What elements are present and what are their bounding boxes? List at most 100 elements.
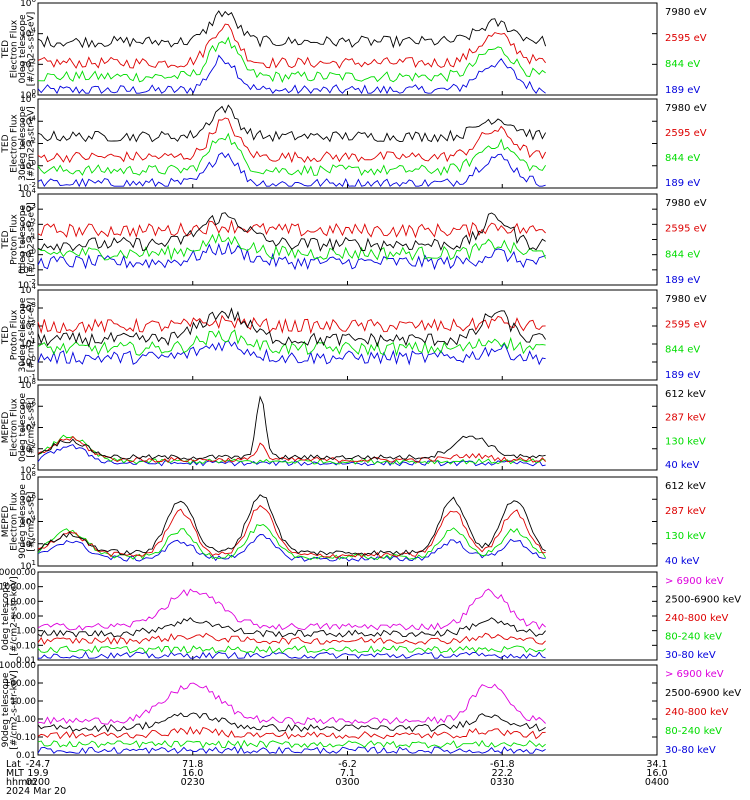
ytick-label: 10-2 bbox=[18, 278, 36, 291]
ytick-label: 106 bbox=[20, 492, 36, 505]
ylabel-line: [#/cm2-s-str-keV] bbox=[10, 576, 20, 655]
ytick-label: 100.00 bbox=[5, 597, 37, 607]
ytick-label: 100 bbox=[20, 88, 36, 101]
legend-entry: 844 eV bbox=[665, 153, 700, 164]
ytick-label: 103 bbox=[20, 202, 36, 215]
legend-entry: 287 keV bbox=[665, 413, 706, 424]
series-line bbox=[37, 23, 546, 69]
legend-entry: 2595 eV bbox=[665, 319, 707, 330]
footer-value: 16.0 bbox=[646, 768, 667, 779]
series-line bbox=[37, 307, 546, 348]
footer-value: -24.7 bbox=[26, 759, 51, 770]
legend-entry: 612 keV bbox=[665, 389, 706, 400]
legend-entry: 80-240 keV bbox=[665, 726, 722, 737]
series-line bbox=[37, 588, 546, 631]
legend-entry: 189 eV bbox=[665, 178, 700, 189]
series-line bbox=[37, 212, 546, 252]
ytick-label: 100.00 bbox=[5, 679, 37, 689]
series-line bbox=[37, 739, 546, 749]
ytick-label: 102 bbox=[20, 137, 36, 150]
footer-value: 7.1 bbox=[340, 768, 355, 779]
footer-value: 0330 bbox=[490, 777, 514, 788]
ylabel-line: 0deg telescope bbox=[18, 205, 28, 275]
ytick-label: 104 bbox=[20, 187, 36, 200]
series-line bbox=[37, 444, 546, 467]
ytick-label: 1.00 bbox=[16, 627, 36, 637]
footer-value: 71.8 bbox=[182, 759, 203, 770]
panel-frame bbox=[37, 571, 658, 661]
ytick-label: 10-1 bbox=[18, 373, 36, 386]
ytick-label: 103 bbox=[20, 301, 36, 314]
ylabel-line: [#/cm2-s-str] bbox=[27, 397, 37, 457]
ytick-label: 100 bbox=[20, 355, 36, 368]
ylabel-line: 0deg telescope bbox=[1, 581, 11, 651]
legend-entry: 130 keV bbox=[665, 436, 706, 447]
ytick-label: 104 bbox=[20, 283, 36, 296]
legend-entry: 844 eV bbox=[665, 59, 700, 70]
footer-label: Lat bbox=[6, 759, 21, 770]
footer-value: -61.8 bbox=[490, 759, 515, 770]
ytick-label: 101 bbox=[20, 559, 36, 572]
ytick-label: 0.10 bbox=[16, 733, 36, 743]
ylabel-line: 90deg telescope bbox=[1, 672, 11, 747]
series-line bbox=[37, 329, 546, 357]
ytick-label: 104 bbox=[20, 421, 36, 434]
ytick-label: 106 bbox=[20, 92, 36, 105]
footer-value: 0300 bbox=[335, 777, 359, 788]
footer-value: 0400 bbox=[645, 777, 669, 788]
series-line bbox=[37, 726, 546, 740]
legend-entry: 844 eV bbox=[665, 345, 700, 356]
ylabel-line: TED bbox=[1, 230, 11, 249]
legend-entry: 240-800 keV bbox=[665, 613, 729, 624]
ylabel-line: [#/cm2-s-str-eV] bbox=[27, 202, 37, 277]
legend-entry: 7980 eV bbox=[665, 7, 707, 18]
legend-entry: 240-800 keV bbox=[665, 707, 729, 718]
footer-value: 16.0 bbox=[182, 768, 203, 779]
ylabel-line: Electron Flux bbox=[10, 114, 20, 173]
legend-entry: 612 keV bbox=[665, 481, 706, 492]
legend-entry: 189 eV bbox=[665, 85, 700, 96]
ylabel-line: 30deg telescope bbox=[18, 106, 28, 181]
series-line bbox=[37, 10, 547, 49]
ytick-label: 1000.00 bbox=[0, 661, 36, 671]
ytick-label: 100 bbox=[20, 248, 36, 261]
series-line bbox=[37, 395, 546, 461]
ylabel-line: MEPED bbox=[1, 506, 11, 538]
legend-entry: 2595 eV bbox=[665, 224, 707, 235]
ylabel-line: [#/cm2-s-str-eV] bbox=[27, 298, 37, 373]
ylabel-line: Proton Flux bbox=[10, 214, 20, 265]
ylabel-line: 0deg telescope bbox=[18, 14, 28, 84]
panel-frame bbox=[37, 98, 658, 189]
series-line bbox=[37, 340, 546, 366]
ytick-label: 104 bbox=[20, 27, 36, 40]
ylabel-line: [#/cm2-s-str] bbox=[27, 491, 37, 551]
series-line bbox=[37, 504, 546, 559]
ylabel-line: Proton Flux bbox=[10, 309, 20, 360]
ytick-label: 10.00 bbox=[10, 697, 36, 707]
ylabel-line: [#/cm2-s-str-eV] bbox=[27, 106, 37, 181]
ytick-label: 0.01 bbox=[16, 751, 36, 761]
series-line bbox=[37, 152, 546, 188]
ytick-label: 104 bbox=[20, 515, 36, 528]
legend-entry: > 6900 keV bbox=[665, 669, 724, 680]
series-line bbox=[37, 494, 546, 556]
legend-entry: 2500-6900 keV bbox=[665, 595, 741, 606]
series-line bbox=[37, 104, 546, 143]
legend-entry: 287 keV bbox=[665, 506, 706, 517]
ylabel-line: 0deg telescope bbox=[18, 393, 28, 463]
footer-value: -6.2 bbox=[338, 759, 357, 770]
footer-value: 0230 bbox=[181, 777, 205, 788]
ylabel-line: Electron Flux bbox=[10, 492, 20, 551]
legend-entry: 30-80 keV bbox=[665, 650, 716, 661]
ytick-label: 104 bbox=[20, 114, 36, 127]
series-line bbox=[37, 36, 546, 83]
series-line bbox=[37, 117, 547, 164]
ytick-label: 10-2 bbox=[18, 181, 36, 194]
footer-date: 2024 Mar 20 bbox=[6, 786, 66, 797]
ylabel-line: Electron Flux bbox=[10, 398, 20, 457]
series-line bbox=[37, 632, 546, 645]
footer-label: hhmm bbox=[6, 777, 37, 788]
footer-value: 34.1 bbox=[646, 759, 667, 770]
series-line bbox=[37, 617, 546, 638]
